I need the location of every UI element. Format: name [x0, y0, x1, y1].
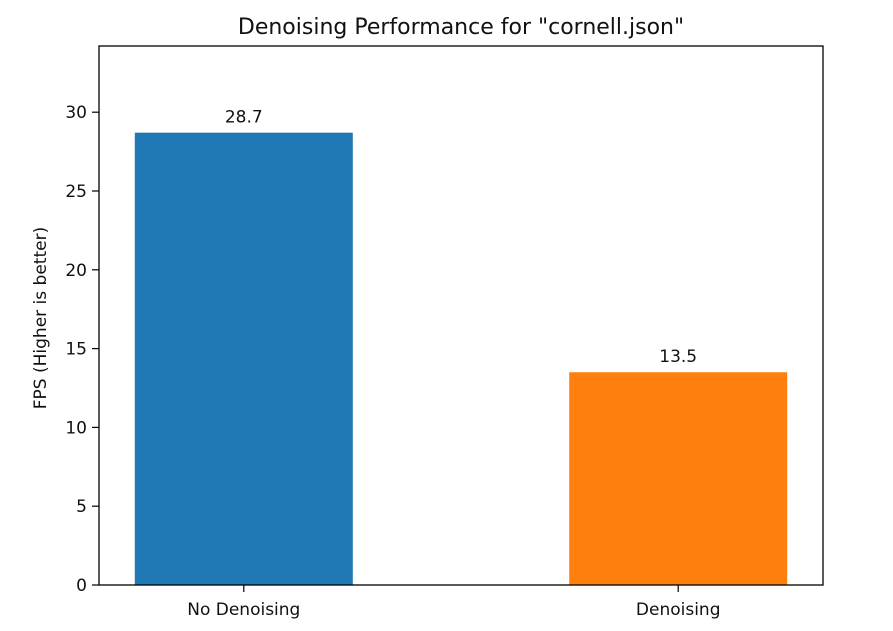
y-tick-label-30: 30 — [65, 103, 87, 123]
y-tick-label-5: 5 — [76, 497, 87, 517]
y-tick-label-25: 25 — [65, 182, 87, 202]
bar-denoising — [569, 372, 788, 585]
plot-area: 28.7 13.5 0 5 10 15 20 25 30 No Denoising Denoisin… — [65, 45, 824, 620]
chart-title: Denoising Performance for "cornell.json" — [238, 15, 684, 40]
y-tick-label-0: 0 — [76, 576, 87, 596]
data-label-no-denoising: 28.7 — [225, 108, 263, 128]
y-tick-label-20: 20 — [65, 261, 87, 281]
y-tick-label-15: 15 — [65, 340, 87, 360]
x-tick-label-denoising: Denoising — [636, 600, 721, 620]
y-tick-label-10: 10 — [65, 418, 87, 438]
bar-no-denoising — [134, 132, 353, 586]
x-tick-label-no-denoising: No Denoising — [187, 600, 300, 620]
data-label-denoising: 13.5 — [659, 347, 697, 367]
y-axis-label: FPS (Higher is better) — [31, 227, 51, 409]
plot-frame — [98, 45, 824, 586]
